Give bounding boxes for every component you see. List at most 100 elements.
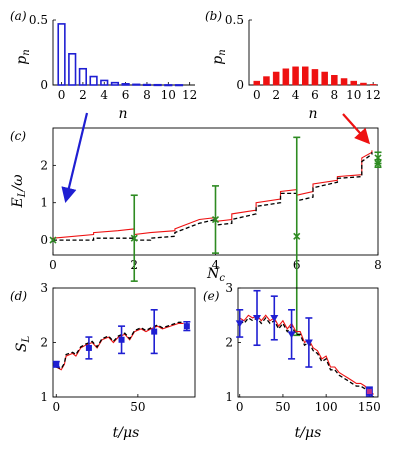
x-tick-label: 50	[130, 400, 145, 414]
data-marker-square	[85, 344, 92, 351]
bar	[331, 75, 338, 86]
series-line-solid	[52, 150, 373, 239]
x-tick-label: 0	[52, 400, 60, 414]
data-marker-x	[130, 234, 138, 242]
data-marker-triangle	[253, 314, 262, 322]
data-marker-triangle	[270, 314, 279, 322]
data-marker-square	[183, 323, 190, 330]
panel-label: (e)	[203, 289, 220, 303]
x-axis-label: t/μs	[113, 425, 140, 441]
x-tick-label: 10	[346, 88, 361, 102]
red-arrow	[342, 113, 371, 145]
panel-label: (a)	[10, 9, 27, 23]
x-tick-label: 4	[212, 258, 220, 272]
x-tick-label: 10	[161, 88, 176, 102]
blue-arrow	[61, 112, 89, 203]
x-axis-label: n	[308, 106, 317, 122]
data-marker-square	[118, 336, 125, 343]
bar	[282, 68, 290, 86]
bar	[301, 66, 309, 86]
x-tick-label: 2	[79, 88, 87, 102]
y-tick-label: 0	[40, 233, 48, 247]
data-marker-triangle	[304, 339, 313, 347]
x-tick-label: 12	[366, 88, 381, 102]
bar	[57, 23, 66, 86]
bar	[110, 81, 120, 86]
y-tick-label: 1	[40, 390, 48, 404]
y-tick-label: 3	[225, 281, 233, 295]
bar	[360, 82, 367, 86]
series-line-dashed	[53, 152, 373, 241]
data-marker-triangle	[287, 331, 296, 339]
y-tick-label: 0.5	[29, 13, 48, 27]
y-tick-label: 2	[40, 158, 48, 172]
data-marker-square	[53, 361, 60, 368]
series-line-solid	[239, 314, 374, 395]
series-line-dashed	[56, 321, 184, 370]
x-tick-label: 8	[374, 258, 382, 272]
y-tick-label: 2	[40, 336, 48, 350]
x-tick-label: 6	[311, 88, 319, 102]
x-tick-label: 0	[58, 88, 66, 102]
bar	[100, 79, 109, 86]
bar	[78, 67, 88, 86]
x-axis-label: n	[118, 106, 127, 122]
x-axis-label: Nc	[206, 266, 225, 284]
bar	[132, 83, 141, 86]
data-marker-x	[211, 215, 220, 224]
bar	[253, 80, 261, 86]
data-marker-x	[374, 159, 382, 168]
x-tick-label: 150	[358, 400, 381, 414]
data-marker-triangle	[235, 320, 244, 328]
x-tick-label: 8	[143, 88, 151, 102]
bar	[263, 76, 270, 86]
panel-d: (d) 0 50 1 2 3 t/μs SL	[10, 281, 196, 441]
x-tick-label: 50	[275, 400, 290, 414]
data-marker-square	[151, 328, 158, 335]
y-tick-label: 0	[236, 78, 244, 92]
y-tick-label: 0.5	[225, 13, 244, 27]
bar	[153, 83, 162, 87]
bar	[321, 71, 328, 86]
x-tick-label: 8	[331, 88, 339, 102]
bar	[89, 75, 98, 86]
panel-c: (c)02468012NcEL/ω	[10, 127, 382, 337]
panel-e: (e) 0 50 100 150 1 2 3 t/μs	[203, 281, 381, 441]
y-axis-label: pn	[210, 49, 228, 64]
panel-label: (b)	[205, 9, 222, 23]
x-tick-label: 2	[272, 88, 280, 102]
bar	[174, 84, 184, 87]
x-tick-label: 0	[253, 88, 261, 102]
y-axis-label: SL	[14, 336, 32, 353]
x-tick-label: 6	[122, 88, 130, 102]
data-marker-x	[49, 236, 57, 244]
series-line-solid	[56, 322, 184, 371]
x-tick-label: 4	[100, 88, 108, 102]
panel-label: (c)	[10, 129, 26, 143]
y-tick-label: 1	[225, 390, 233, 404]
bar	[340, 78, 348, 86]
x-tick-label: 0	[236, 400, 244, 414]
y-axis-label: EL/ω	[10, 174, 28, 209]
y-axis-label: pn	[14, 49, 32, 64]
bar	[369, 84, 377, 86]
x-tick-label: 4	[292, 88, 300, 102]
x-tick-label: 12	[182, 88, 197, 102]
data-marker-square	[365, 388, 373, 396]
bar	[68, 52, 77, 86]
x-tick-label: 100	[315, 400, 338, 414]
y-tick-label: 1	[40, 196, 48, 210]
bar	[311, 69, 319, 86]
data-marker-x	[293, 232, 301, 240]
y-tick-label: 0	[40, 78, 48, 92]
panel-label: (d)	[10, 289, 27, 303]
y-tick-label: 2	[225, 336, 233, 350]
series-line-dashed	[239, 316, 375, 398]
x-axis-label: t/μs	[295, 425, 322, 441]
y-tick-label: 3	[40, 281, 48, 295]
bar	[142, 83, 152, 87]
axes-frame	[52, 20, 195, 86]
